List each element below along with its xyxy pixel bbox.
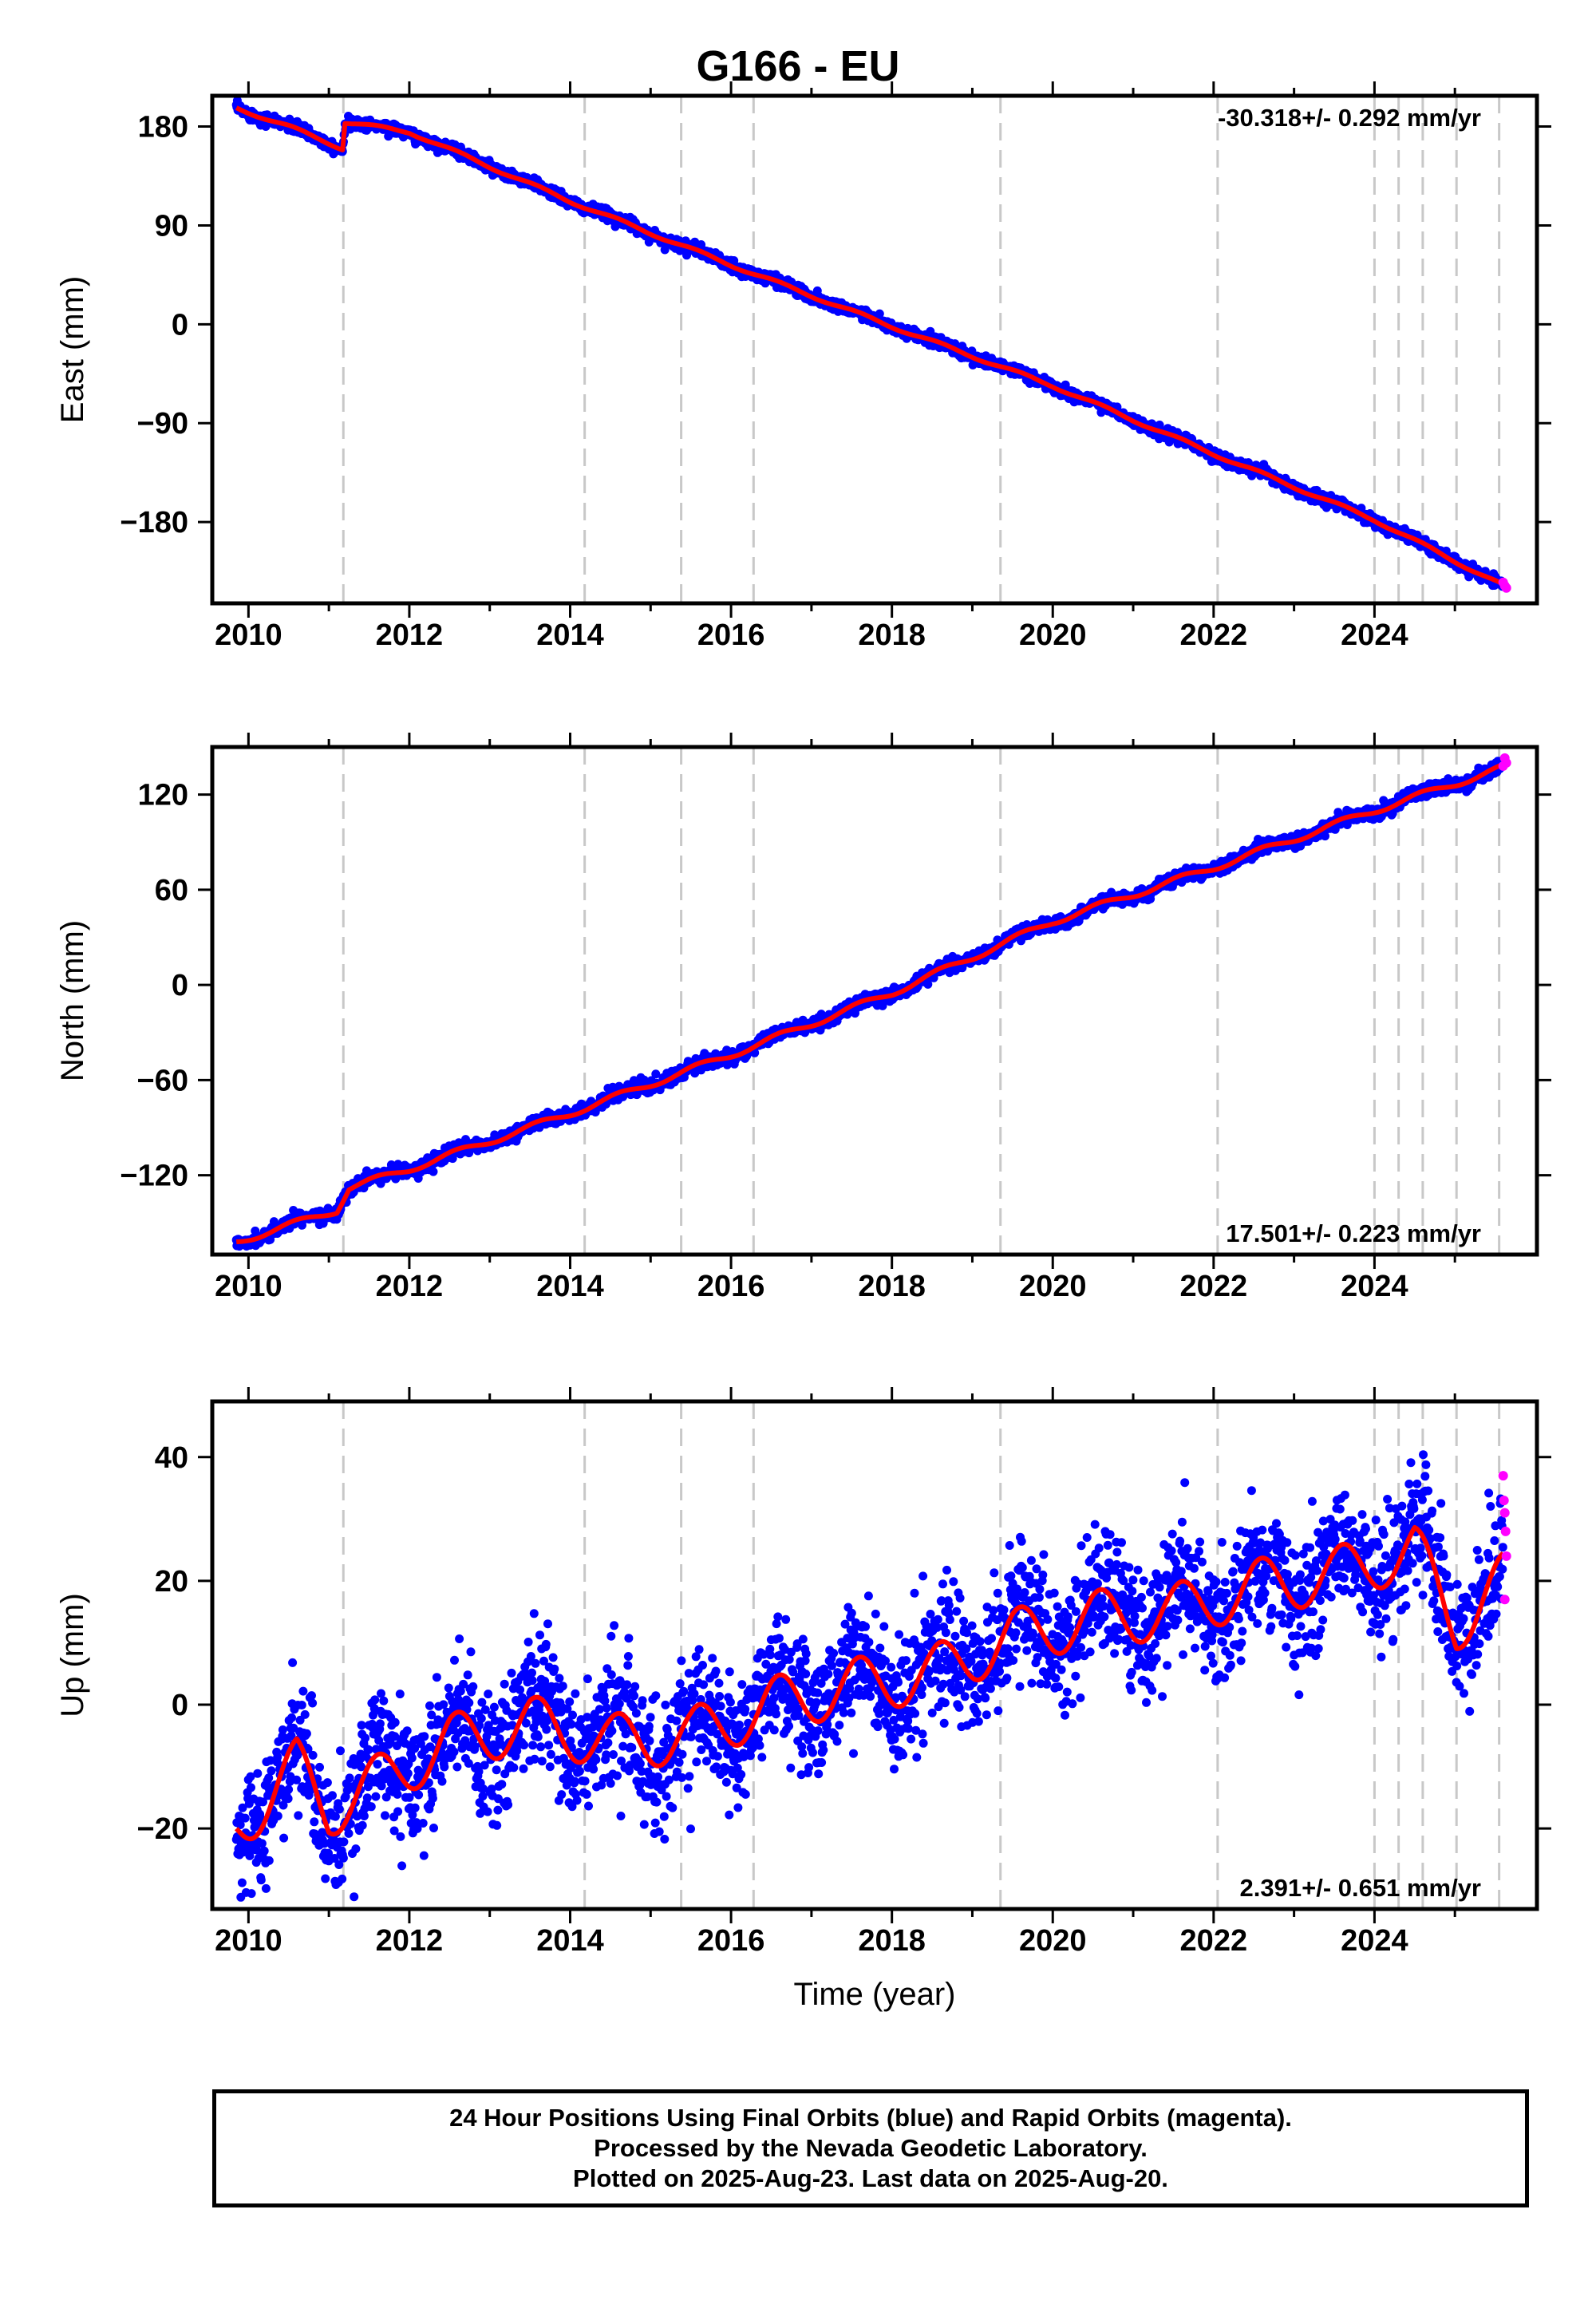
final-orbit-points: [231, 96, 1507, 591]
final-orbit-point: [429, 1167, 438, 1176]
y-tick-label: 90: [155, 209, 188, 243]
x-tick-label: 2012: [376, 619, 444, 652]
x-tick-label: 2018: [858, 619, 926, 652]
x-tick-label: 2010: [215, 619, 282, 652]
y-tick-label: −90: [137, 407, 188, 441]
east-panel: 2010 2012 2014 2016 2018 2020 2022 2024 180 90 0 −9…: [55, 81, 1551, 652]
plot-frame: [210, 93, 1539, 606]
y-tick-label: 0: [172, 308, 188, 342]
model-curve: [235, 105, 1505, 587]
final-orbit-point: [269, 1217, 279, 1227]
x-tick-label: 2024: [1341, 619, 1408, 652]
rapid-orbit-point: [1501, 583, 1511, 593]
rate-label: -30.318+/- 0.292 mm/yr: [1218, 104, 1481, 132]
y-tick-label: 180: [138, 111, 188, 144]
x-tick-label: 2020: [1019, 619, 1087, 652]
y-tick-label: −180: [120, 506, 188, 539]
x-tick-label: 2016: [697, 619, 765, 652]
north-panel: 2010 2012 2014 2016 2018 2020 2022 2024120600−6…: [55, 733, 1551, 1303]
rapid-orbit-points: [1498, 577, 1511, 593]
y-axis-title: East (mm): [55, 276, 90, 423]
x-tick-label: 2022: [1180, 619, 1248, 652]
x-tick-label: 2014: [536, 619, 604, 652]
